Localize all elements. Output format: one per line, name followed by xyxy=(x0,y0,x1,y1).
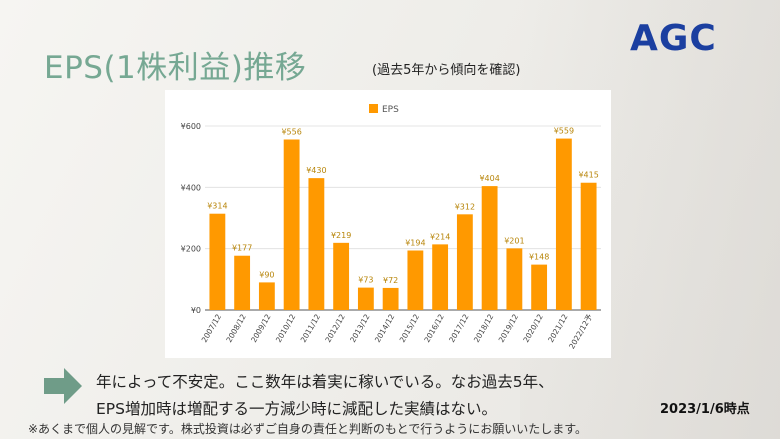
data-label: ¥219 xyxy=(331,231,351,240)
x-tick-label: 2009/12 xyxy=(249,312,272,344)
eps-bar xyxy=(555,138,572,310)
x-tick-label: 2016/12 xyxy=(422,312,445,344)
x-tick-label: 2018/12 xyxy=(472,312,495,344)
y-tick-label: ¥200 xyxy=(181,245,201,254)
data-label: ¥148 xyxy=(529,253,549,262)
x-tick-label: 2019/12 xyxy=(497,312,520,344)
data-label: ¥559 xyxy=(554,127,574,136)
arrow-right-icon xyxy=(44,368,82,404)
eps-bar xyxy=(382,287,399,310)
x-tick-label: 2013/12 xyxy=(348,312,371,344)
as-of-date: 2023/1/6時点 xyxy=(660,402,750,417)
slide-title: EPS(1株利益)推移 xyxy=(44,50,307,86)
eps-bar xyxy=(258,282,275,310)
eps-bar xyxy=(308,178,325,310)
eps-bar-chart: ¥314 ¥177 ¥90 ¥556 ¥430 ¥219 ¥73 ¥72 ¥194 ¥214 ¥31… xyxy=(181,104,601,350)
data-label: ¥312 xyxy=(455,202,475,211)
x-tick-label: 2022/12予 xyxy=(567,312,594,350)
x-tick-label: 2008/12 xyxy=(224,312,247,344)
data-label: ¥201 xyxy=(504,236,524,245)
legend-swatch xyxy=(369,104,378,113)
eps-bar xyxy=(357,287,374,310)
data-label: ¥214 xyxy=(430,232,450,241)
eps-bar xyxy=(531,264,548,310)
data-label: ¥430 xyxy=(306,166,326,175)
x-tick-label: 2020/12 xyxy=(521,312,544,344)
eps-bar xyxy=(333,242,350,310)
x-tick-label: 2011/12 xyxy=(299,312,322,344)
x-tick-label: 2017/12 xyxy=(447,312,470,344)
disclaimer-text: ※あくまで個人の見解です。株式投資は必ずご自身の責任と判断のもとで行うようにお願… xyxy=(28,422,588,436)
x-tick-label: 2007/12 xyxy=(200,312,223,344)
y-tick-label: ¥400 xyxy=(181,183,201,192)
eps-bar xyxy=(580,182,597,310)
x-tick-label: 2015/12 xyxy=(398,312,421,344)
data-label: ¥194 xyxy=(405,239,425,248)
data-label: ¥556 xyxy=(281,127,301,136)
data-label: ¥72 xyxy=(383,276,398,285)
eps-bar xyxy=(407,250,424,310)
y-tick-label: ¥600 xyxy=(181,122,201,131)
eps-bar xyxy=(432,244,449,310)
note-line-1: 年によって不安定。ここ数年は着実に稼いでいる。なお過去5年、 xyxy=(96,373,554,391)
data-label: ¥90 xyxy=(259,270,274,279)
slide-subtitle: (過去5年から傾向を確認) xyxy=(372,63,521,78)
analysis-note: 年によって不安定。ここ数年は着実に稼いでいる。なお過去5年、 EPS増加時は増配… xyxy=(96,369,554,423)
data-label: ¥177 xyxy=(232,244,252,253)
eps-chart-panel: ¥314 ¥177 ¥90 ¥556 ¥430 ¥219 ¥73 ¥72 ¥194 ¥214 ¥31… xyxy=(165,90,611,358)
y-tick-label: ¥0 xyxy=(191,306,201,315)
x-tick-label: 2010/12 xyxy=(274,312,297,344)
eps-bar xyxy=(506,248,523,310)
data-label: ¥314 xyxy=(207,202,227,211)
note-line-2: EPS増加時は増配する一方減少時に減配した実績はない。 xyxy=(96,400,497,418)
legend-label: EPS xyxy=(382,105,399,115)
eps-bar xyxy=(234,255,251,310)
eps-bar xyxy=(456,214,473,310)
x-tick-label: 2021/12 xyxy=(546,312,569,344)
data-label: ¥73 xyxy=(358,276,373,285)
agc-logo: AGC xyxy=(630,18,717,59)
eps-bar xyxy=(209,213,226,310)
x-tick-label: 2014/12 xyxy=(373,312,396,344)
data-label: ¥404 xyxy=(479,174,499,183)
x-tick-label: 2012/12 xyxy=(323,312,346,344)
eps-bar xyxy=(481,186,498,310)
data-label: ¥415 xyxy=(578,171,598,180)
eps-bar xyxy=(283,139,300,310)
